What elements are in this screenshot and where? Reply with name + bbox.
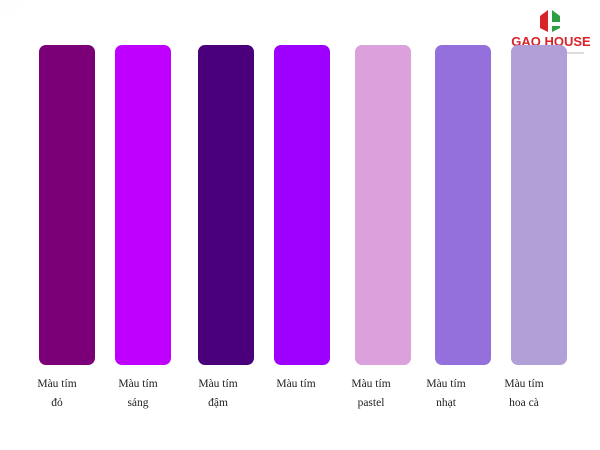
swatch-label: sáng [127, 397, 148, 409]
color-swatch [355, 45, 411, 365]
color-swatch [274, 45, 330, 365]
swatch-label: Màu tím [426, 378, 465, 390]
swatch-label: Màu tím [118, 378, 157, 390]
decor [0, 0, 70, 50]
swatch-label: Màu tím [276, 378, 315, 390]
swatch-label: đậm [208, 397, 228, 409]
color-swatch [435, 45, 491, 365]
swatch-label: đỏ [51, 397, 63, 409]
logo-icon [552, 10, 560, 32]
swatch-label: Màu tím [37, 378, 76, 390]
swatch-label: Màu tím [504, 378, 543, 390]
logo-icon [540, 10, 548, 32]
swatch-label: hoa cà [509, 397, 539, 409]
swatch-label: nhạt [436, 397, 457, 409]
color-swatch [198, 45, 254, 365]
color-swatch [511, 45, 567, 365]
color-swatch [39, 45, 95, 365]
swatch-label: pastel [358, 397, 385, 409]
swatch-label: Màu tím [351, 378, 390, 390]
swatch-label: Màu tím [198, 378, 237, 390]
color-swatch [115, 45, 171, 365]
